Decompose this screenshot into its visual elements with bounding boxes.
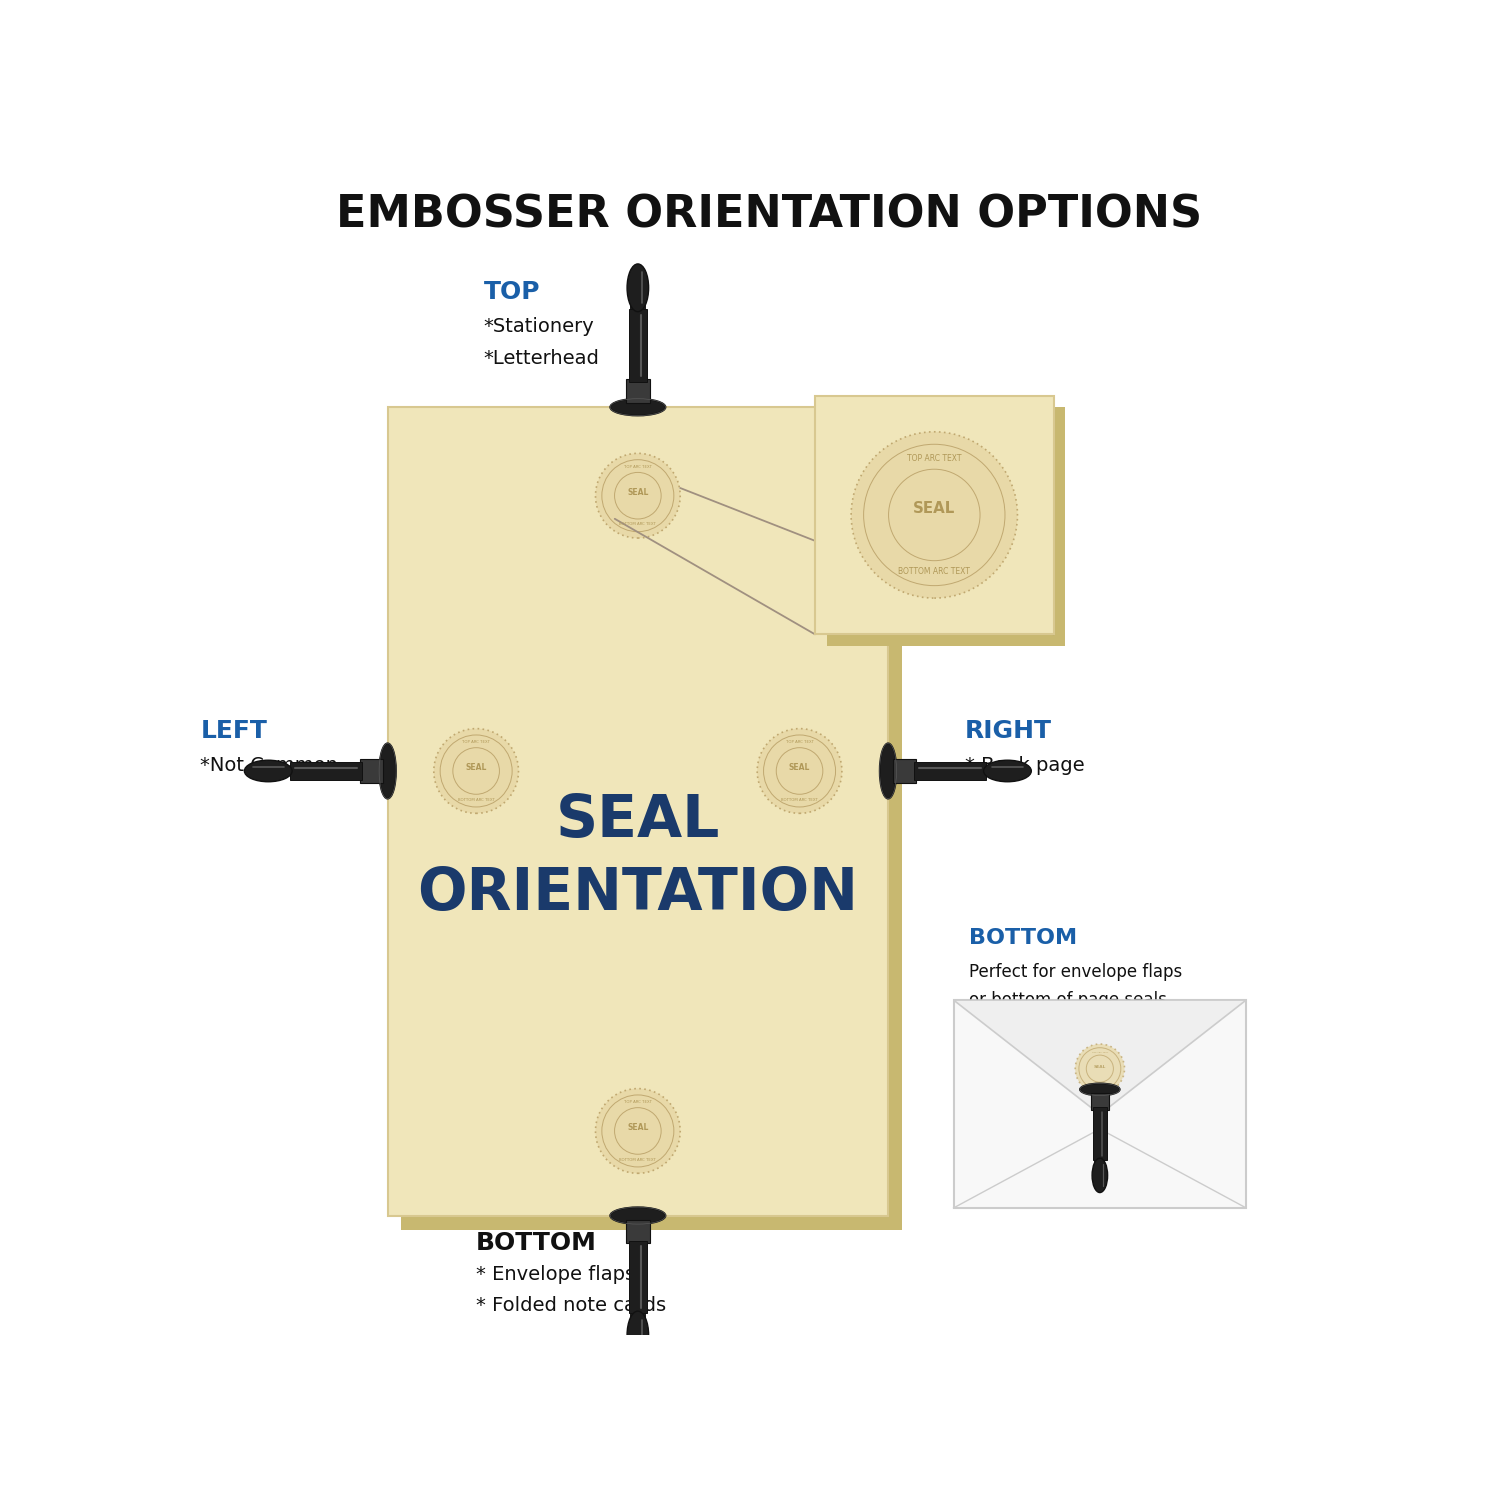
Ellipse shape — [1092, 1158, 1107, 1192]
Text: SEAL: SEAL — [465, 764, 488, 772]
Ellipse shape — [380, 744, 396, 798]
Circle shape — [596, 1089, 680, 1173]
Text: TOP ARC TEXT: TOP ARC TEXT — [624, 465, 652, 470]
Text: BOTTOM ARC TEXT: BOTTOM ARC TEXT — [898, 567, 970, 576]
Ellipse shape — [879, 744, 897, 798]
Text: BOTTOM: BOTTOM — [476, 1230, 597, 1254]
Ellipse shape — [984, 760, 1032, 782]
FancyBboxPatch shape — [626, 380, 650, 402]
Text: BOTTOM ARC TEXT: BOTTOM ARC TEXT — [620, 522, 656, 526]
Text: *Stationery: *Stationery — [484, 316, 594, 336]
Circle shape — [433, 729, 519, 813]
Ellipse shape — [244, 760, 292, 782]
Text: SEAL: SEAL — [627, 1124, 648, 1132]
FancyBboxPatch shape — [626, 1221, 650, 1244]
FancyBboxPatch shape — [1094, 1107, 1107, 1161]
Circle shape — [596, 453, 680, 538]
Text: SEAL: SEAL — [914, 501, 956, 516]
Text: BOTTOM ARC TEXT: BOTTOM ARC TEXT — [620, 1158, 656, 1161]
Text: * Folded note cards: * Folded note cards — [476, 1296, 666, 1316]
Text: SEAL: SEAL — [627, 488, 648, 496]
Circle shape — [1076, 1044, 1125, 1094]
FancyBboxPatch shape — [630, 285, 645, 312]
Polygon shape — [954, 1000, 1246, 1114]
Text: * Book page: * Book page — [964, 756, 1084, 774]
Text: BOTTOM: BOTTOM — [969, 928, 1077, 948]
Ellipse shape — [627, 264, 648, 312]
Text: EMBOSSER ORIENTATION OPTIONS: EMBOSSER ORIENTATION OPTIONS — [336, 194, 1202, 236]
Text: SEAL: SEAL — [1094, 1065, 1106, 1070]
FancyBboxPatch shape — [815, 396, 1053, 634]
Ellipse shape — [610, 399, 666, 416]
Text: TOP ARC TEXT: TOP ARC TEXT — [786, 740, 813, 744]
Text: TOP ARC TEXT: TOP ARC TEXT — [624, 1100, 652, 1104]
Text: TOP: TOP — [484, 279, 540, 303]
FancyBboxPatch shape — [1090, 1092, 1108, 1110]
Text: Perfect for envelope flaps: Perfect for envelope flaps — [969, 963, 1182, 981]
Text: TOP ARC TEXT: TOP ARC TEXT — [908, 454, 962, 464]
Circle shape — [850, 432, 1017, 598]
FancyBboxPatch shape — [290, 762, 362, 780]
Text: RIGHT: RIGHT — [964, 718, 1052, 742]
Ellipse shape — [627, 1311, 648, 1359]
FancyBboxPatch shape — [1095, 1158, 1106, 1178]
Ellipse shape — [1080, 1083, 1120, 1095]
Text: *Not Common: *Not Common — [201, 756, 339, 774]
Text: TOP ARC TEXT: TOP ARC TEXT — [462, 740, 490, 744]
FancyBboxPatch shape — [387, 406, 888, 1215]
Text: LEFT: LEFT — [201, 718, 267, 742]
Ellipse shape — [610, 1208, 666, 1224]
FancyBboxPatch shape — [360, 759, 382, 783]
Text: BOTTOM ARC TEXT: BOTTOM ARC TEXT — [458, 798, 495, 802]
Text: BOTTOM ARC TEXT: BOTTOM ARC TEXT — [782, 798, 818, 802]
Text: ORIENTATION: ORIENTATION — [417, 865, 858, 922]
Text: *Letterhead: *Letterhead — [484, 350, 600, 368]
Text: SEAL: SEAL — [555, 792, 720, 849]
FancyBboxPatch shape — [628, 309, 646, 381]
FancyBboxPatch shape — [827, 406, 1065, 646]
FancyBboxPatch shape — [954, 1000, 1246, 1208]
Text: or bottom of page seals: or bottom of page seals — [969, 992, 1167, 1010]
FancyBboxPatch shape — [630, 1312, 645, 1340]
Text: * Envelope flaps: * Envelope flaps — [476, 1266, 636, 1284]
Text: SEAL: SEAL — [789, 764, 810, 772]
FancyBboxPatch shape — [402, 422, 902, 1230]
FancyBboxPatch shape — [914, 762, 986, 780]
FancyBboxPatch shape — [892, 759, 916, 783]
Circle shape — [758, 729, 842, 813]
FancyBboxPatch shape — [628, 1240, 646, 1314]
